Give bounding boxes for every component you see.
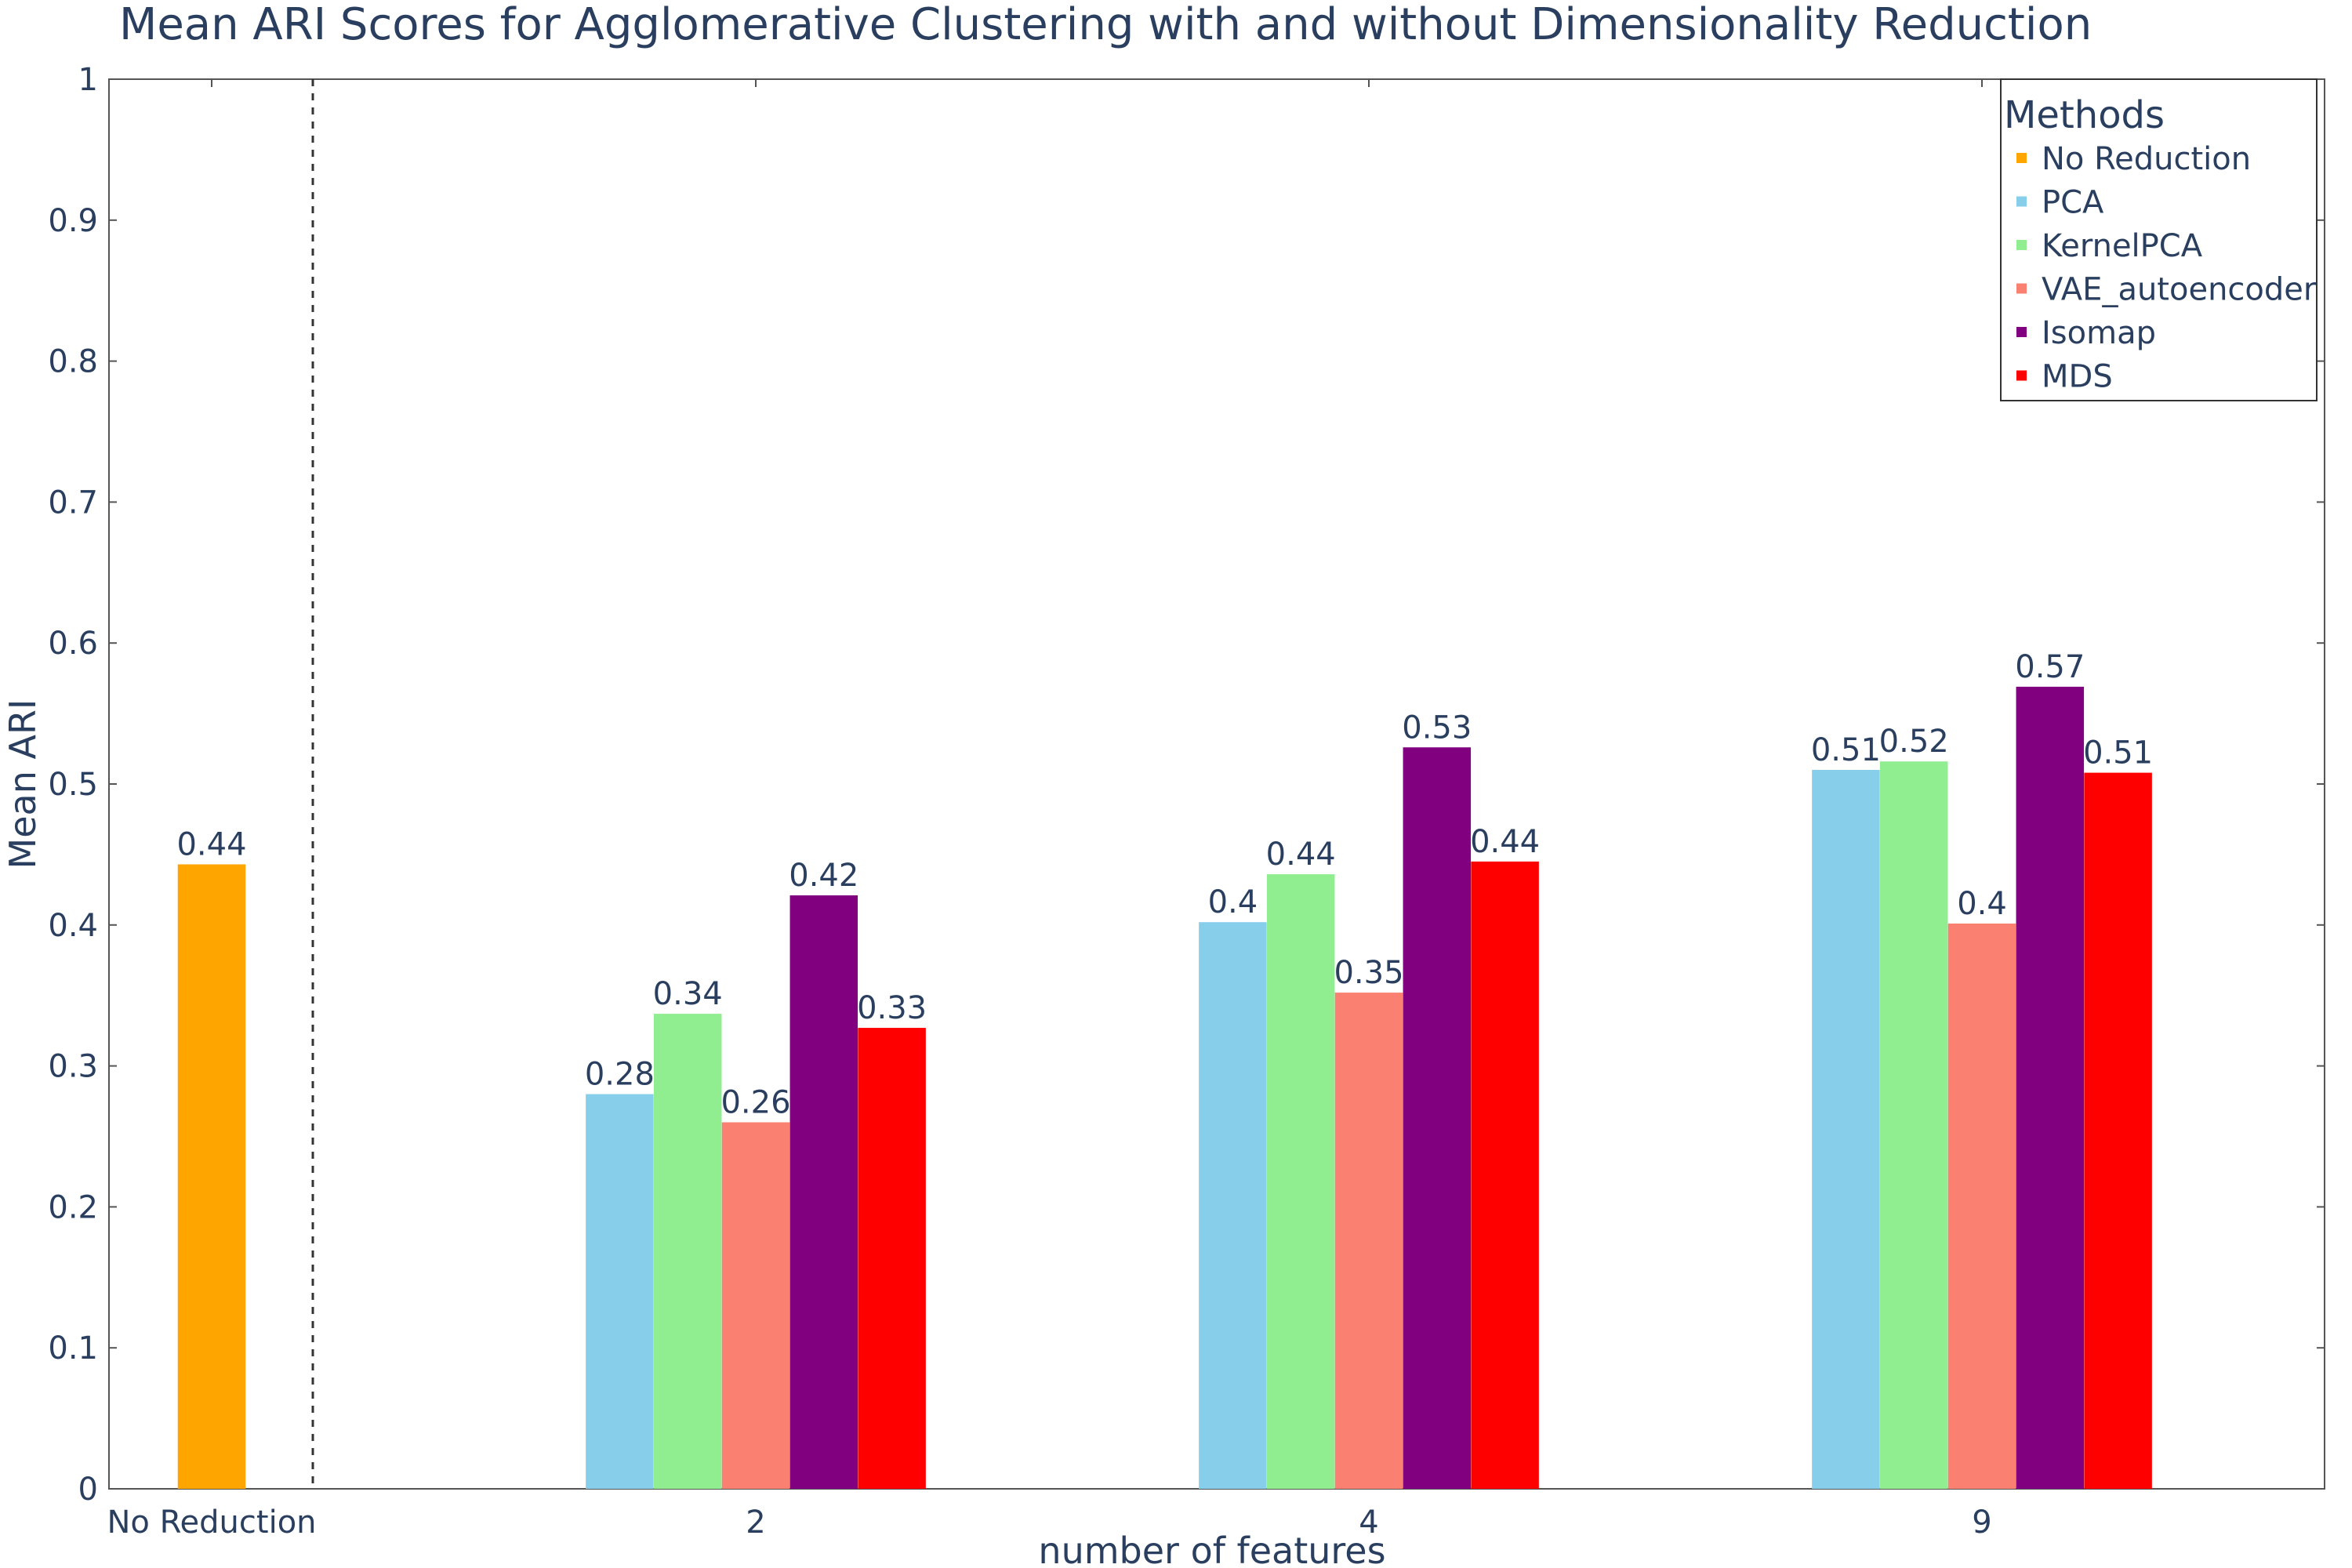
data-label: 0.44 — [1470, 824, 1540, 860]
data-label: 0.53 — [1402, 710, 1472, 746]
bar — [1879, 761, 1948, 1489]
bar — [1199, 922, 1267, 1489]
legend-label: MDS — [2042, 359, 2113, 395]
chart-title: Mean ARI Scores for Agglomerative Cluste… — [119, 0, 2092, 50]
data-label: 0.42 — [789, 858, 858, 894]
x-tick-label: 2 — [746, 1504, 765, 1541]
y-tick-label: 0.9 — [48, 203, 98, 239]
bar — [1403, 747, 1472, 1489]
legend-label: PCA — [2042, 185, 2104, 221]
y-tick-label: 0.3 — [48, 1049, 98, 1085]
legend-items: No Reduction PCA KernelPCA VAE_autoencoder I… — [2016, 141, 2317, 395]
x-tick-label: 9 — [1972, 1504, 1991, 1541]
data-label: 0.33 — [857, 990, 927, 1026]
y-tick-label: 0.7 — [48, 485, 98, 521]
data-label: 0.44 — [1266, 837, 1336, 873]
legend-box — [2000, 78, 2318, 401]
y-tick-label: 0.2 — [48, 1189, 98, 1225]
legend-swatch — [2016, 153, 2027, 163]
data-label: 0.51 — [1811, 732, 1881, 768]
bar — [858, 1028, 926, 1489]
bar — [586, 1094, 654, 1489]
y-axis-title: Mean ARI — [2, 699, 44, 869]
bar — [653, 1014, 722, 1489]
legend: Methods No Reduction PCA KernelPCA VAE_auto… — [2000, 78, 2318, 401]
bar — [1334, 993, 1403, 1489]
data-label: 0.4 — [1957, 886, 2007, 922]
data-label: 0.34 — [653, 976, 723, 1012]
x-axis-title: number of features — [1038, 1530, 1385, 1568]
legend-label: Isomap — [2042, 315, 2156, 351]
plot-area: 0 0.1 0.2 0.3 0.4 0.5 0.6 0.7 0.8 0.9 1 No Reducti… — [48, 62, 2325, 1541]
y-tick-label: 0.1 — [48, 1330, 98, 1367]
data-label: 0.57 — [2015, 649, 2085, 685]
bars — [177, 686, 2152, 1489]
bar — [1471, 861, 1539, 1489]
data-label: 0.28 — [585, 1057, 655, 1093]
y-tick-label: 0.8 — [48, 344, 98, 380]
data-labels: 0.440.280.40.510.340.440.520.260.350.40.… — [176, 649, 2153, 1121]
bar — [177, 864, 246, 1489]
bar — [2016, 686, 2085, 1489]
legend-label: VAE_autoencoder — [2042, 272, 2317, 308]
data-label: 0.4 — [1208, 884, 1258, 920]
y-tick-label: 0.5 — [48, 767, 98, 803]
legend-title: Methods — [2004, 93, 2165, 137]
legend-swatch — [2016, 327, 2027, 337]
legend-swatch — [2016, 370, 2027, 381]
x-tick-label: No Reduction — [107, 1504, 316, 1541]
bar — [1812, 770, 1880, 1489]
legend-swatch — [2016, 240, 2027, 250]
bar — [1947, 924, 2016, 1489]
data-label: 0.35 — [1334, 955, 1403, 991]
data-label: 0.26 — [720, 1085, 790, 1121]
data-label: 0.51 — [2083, 735, 2153, 771]
x-tick-label: 4 — [1359, 1504, 1378, 1541]
legend-swatch — [2016, 196, 2027, 207]
y-tick-label: 0.4 — [48, 908, 98, 944]
bar — [2084, 772, 2152, 1489]
legend-label: No Reduction — [2042, 141, 2251, 177]
bar — [789, 895, 858, 1489]
y-tick-label: 0.6 — [48, 626, 98, 662]
data-label: 0.52 — [1879, 724, 1949, 760]
bar — [721, 1122, 790, 1489]
legend-label: KernelPCA — [2042, 228, 2203, 264]
bar — [1266, 874, 1335, 1489]
x-axis-ticks: No Reduction 2 4 9 — [107, 79, 1992, 1541]
legend-swatch — [2016, 283, 2027, 294]
data-label: 0.44 — [176, 826, 246, 862]
y-tick-label: 0 — [78, 1472, 98, 1508]
y-tick-label: 1 — [78, 62, 98, 98]
y-axis-ticks: 0 0.1 0.2 0.3 0.4 0.5 0.6 0.7 0.8 0.9 1 — [48, 62, 2325, 1508]
